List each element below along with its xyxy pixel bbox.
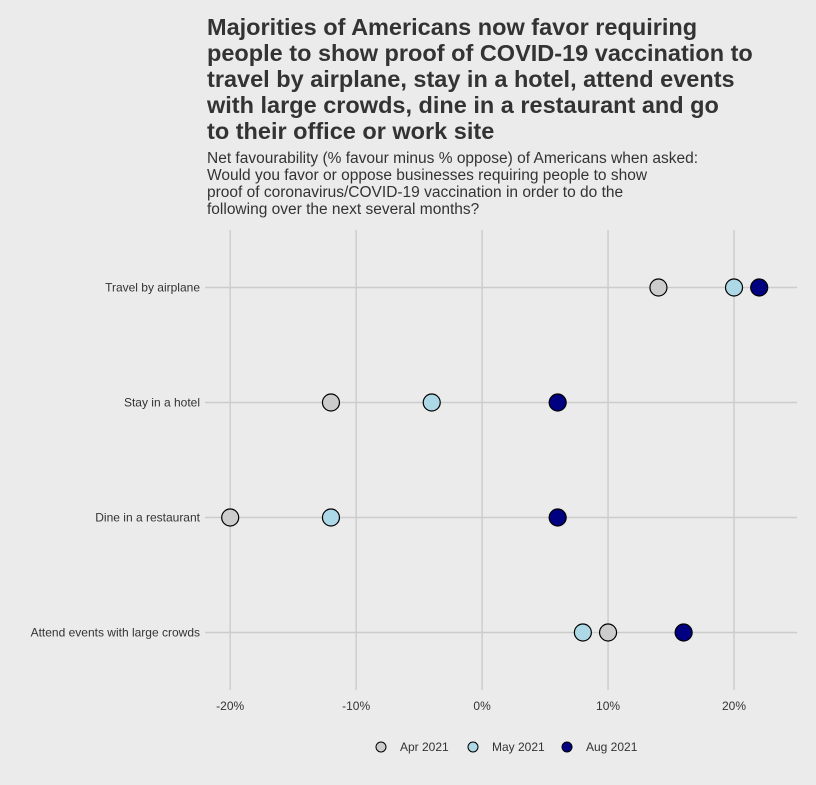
category-label: Travel by airplane (105, 281, 200, 295)
data-point (321, 393, 341, 412)
category-labels: Travel by airplane Stay in a hotel Dine in… (31, 281, 201, 640)
data-point (649, 278, 668, 297)
data-point (221, 508, 240, 527)
x-tick-label: -20% (216, 699, 244, 713)
data-point (598, 623, 618, 642)
data-point (422, 393, 441, 412)
data-point (573, 623, 592, 642)
legend-swatch (467, 741, 479, 753)
category-label: Stay in a hotel (124, 396, 200, 410)
legend-swatch (375, 741, 387, 753)
data-point (724, 278, 744, 297)
x-tick-label: 20% (722, 699, 746, 713)
category-label: Dine in a restaurant (95, 511, 200, 525)
legend-label: Aug 2021 (586, 740, 638, 754)
x-tick-label: -10% (342, 699, 370, 713)
data-points (221, 278, 769, 642)
data-point (548, 508, 567, 527)
grid-lines (205, 230, 797, 690)
legend-label: May 2021 (492, 740, 545, 754)
data-point (750, 278, 769, 297)
chart-subtitle: Net favourability (% favour minus % oppo… (207, 150, 699, 218)
chart-title: Majorities of Americans now favor requir… (207, 14, 753, 144)
x-axis-tick-labels: -20% -10% 0% 10% 20% (216, 699, 746, 713)
data-point (321, 508, 341, 527)
legend: Apr 2021 May 2021 Aug 2021 (375, 740, 638, 754)
category-label: Attend events with large crowds (31, 626, 200, 640)
legend-swatch (561, 741, 573, 753)
x-tick-label: 0% (473, 699, 491, 713)
x-tick-label: 10% (596, 699, 620, 713)
data-point (548, 393, 567, 412)
data-point (674, 623, 693, 642)
legend-label: Apr 2021 (400, 740, 449, 754)
